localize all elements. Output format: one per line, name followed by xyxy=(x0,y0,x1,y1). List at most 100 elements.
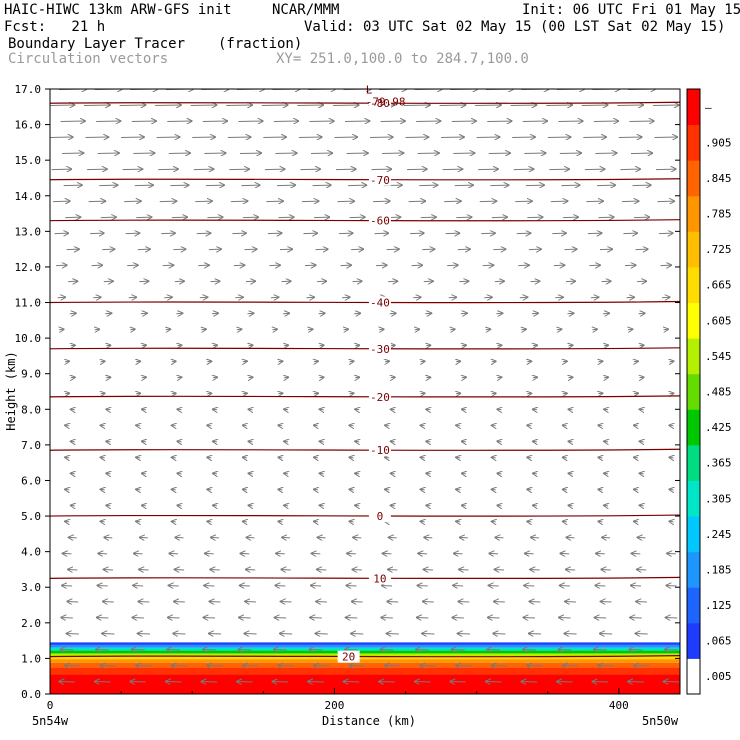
vector-arrow xyxy=(669,457,673,458)
vector-arrow xyxy=(204,617,216,618)
vector-arrow xyxy=(261,105,288,106)
vector-arrow xyxy=(134,553,143,554)
vector-arrow xyxy=(101,425,105,426)
vector-arrow xyxy=(172,393,176,394)
vector-arrow xyxy=(439,105,466,106)
contour-label-bg xyxy=(368,173,391,186)
vector-label: Circulation vectors xyxy=(8,51,169,67)
vector-arrow xyxy=(654,137,677,138)
contour-label: -80 xyxy=(370,97,390,110)
vector-arrow xyxy=(240,553,250,554)
temperature-contour xyxy=(50,101,680,104)
vector-arrow xyxy=(595,153,616,154)
circulation-vectors xyxy=(50,89,679,683)
vector-arrow xyxy=(527,361,531,362)
vector-arrow xyxy=(136,521,140,522)
vector-arrow xyxy=(101,666,117,667)
vector-arrow xyxy=(278,393,282,394)
vector-arrow xyxy=(263,137,286,138)
vector-arrow xyxy=(369,137,393,138)
vector-arrow xyxy=(95,682,111,683)
vector-arrow xyxy=(133,153,154,154)
vector-arrow xyxy=(205,553,214,554)
colorbar-label: .845 xyxy=(705,172,732,185)
vector-arrow xyxy=(232,233,246,234)
vector-arrow xyxy=(169,585,179,586)
vector-arrow xyxy=(560,553,570,554)
vector-arrow xyxy=(626,297,634,298)
vector-arrow xyxy=(300,169,320,170)
vector-arrow xyxy=(97,153,119,154)
colorbar-swatch xyxy=(687,124,700,161)
vector-arrow xyxy=(332,105,359,106)
vector-arrow xyxy=(278,666,294,667)
vector-arrow xyxy=(275,617,287,618)
vector-arrow xyxy=(56,265,67,266)
vector-arrow xyxy=(284,441,288,442)
vector-arrow xyxy=(568,505,572,506)
vector-arrow xyxy=(243,521,247,522)
vector-arrow xyxy=(462,377,466,378)
vector-arrow xyxy=(555,297,563,298)
vector-arrow xyxy=(387,601,399,602)
vector-arrow xyxy=(632,185,651,186)
model-title: HAIC-HIWC 13km ARW-GFS init xyxy=(4,2,232,18)
vector-arrow xyxy=(171,217,187,218)
vector-arrow xyxy=(533,505,537,506)
vector-arrow xyxy=(444,201,461,202)
vector-arrow xyxy=(137,249,150,250)
y-tick-label: 3.0 xyxy=(21,581,41,594)
vector-arrow xyxy=(237,682,253,683)
vector-arrow xyxy=(269,265,280,266)
vector-arrow xyxy=(314,521,318,522)
vector-arrow xyxy=(450,682,466,683)
vector-arrow xyxy=(355,441,359,442)
vector-arrow xyxy=(385,666,401,667)
vector-arrow xyxy=(462,441,466,442)
vector-arrow xyxy=(475,105,501,106)
vector-arrow xyxy=(529,634,542,635)
vector-arrow xyxy=(381,617,393,618)
vector-arrow xyxy=(546,105,572,106)
y-tick-label: 16.0 xyxy=(15,119,42,132)
vector-arrow xyxy=(389,313,396,314)
vector-arrow xyxy=(387,634,399,635)
vector-arrow xyxy=(131,121,156,122)
vector-arrow xyxy=(106,505,110,506)
vector-arrow xyxy=(636,601,648,602)
vector-arrow xyxy=(459,569,469,570)
vector-arrow xyxy=(106,473,110,474)
vector-arrow xyxy=(53,201,70,202)
vector-arrow xyxy=(275,585,286,586)
colorbar-label: .125 xyxy=(705,599,732,612)
vector-arrow xyxy=(136,217,151,218)
vector-arrow xyxy=(175,537,184,538)
vector-arrow xyxy=(638,313,645,314)
vector-arrow xyxy=(391,409,395,410)
vector-arrow xyxy=(71,345,75,346)
vector-arrow xyxy=(316,601,328,602)
vector-arrow xyxy=(239,153,261,154)
vector-arrow xyxy=(603,313,609,314)
vector-arrow xyxy=(581,105,608,106)
vector-arrow xyxy=(177,377,181,378)
vector-arrow xyxy=(533,345,537,346)
vector-arrow xyxy=(456,666,472,667)
vector-arrow xyxy=(276,553,285,554)
vector-arrow xyxy=(345,650,358,651)
y-tick-label: 1.0 xyxy=(21,652,41,665)
vector-arrow xyxy=(488,153,510,154)
vector-arrow xyxy=(355,377,359,378)
vector-arrow xyxy=(527,425,531,426)
low-value: -79.98 xyxy=(366,96,406,109)
vector-arrow xyxy=(213,377,217,378)
vector-arrow xyxy=(634,457,638,458)
vector-arrow xyxy=(267,233,282,234)
vector-arrow xyxy=(278,425,282,426)
vector-arrow xyxy=(476,137,500,138)
colorbar-label: .605 xyxy=(705,314,732,327)
vector-arrow xyxy=(666,585,677,586)
colorbar-label: .665 xyxy=(705,279,732,292)
vector-arrow xyxy=(456,521,460,522)
vector-arrow xyxy=(284,377,288,378)
